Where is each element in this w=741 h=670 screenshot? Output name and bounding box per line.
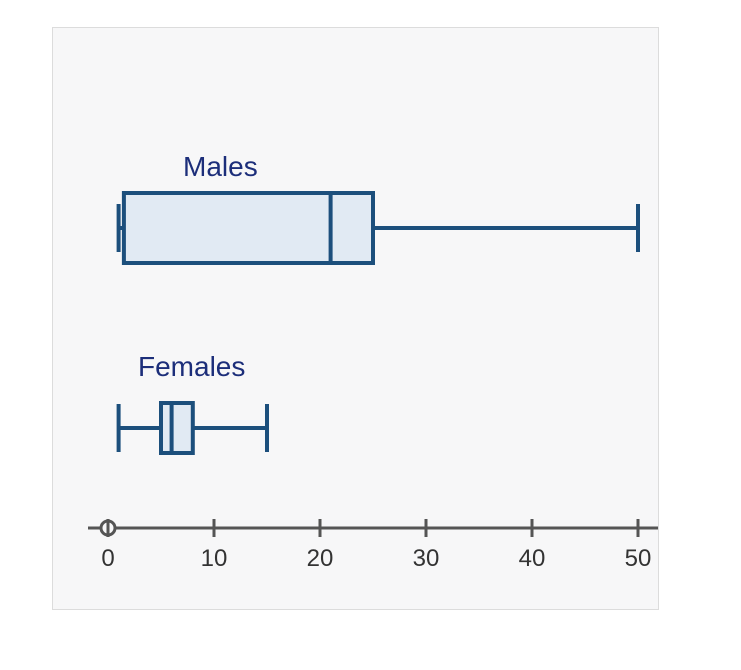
page-container: 0 10 20 30 40 50 Males Females	[0, 0, 741, 670]
x-tick-label: 0	[101, 545, 114, 572]
x-tick-label: 20	[307, 545, 334, 572]
x-tick-label: 30	[413, 545, 440, 572]
boxplot-label: Males	[183, 151, 258, 182]
box	[124, 193, 373, 263]
boxplot-label: Females	[138, 351, 245, 382]
x-tick-label: 50	[625, 545, 652, 572]
boxplot-chart: 0 10 20 30 40 50 Males Females	[53, 28, 658, 609]
box	[161, 403, 193, 453]
x-tick-label: 40	[519, 545, 546, 572]
x-tick-label: 10	[201, 545, 228, 572]
chart-panel: 0 10 20 30 40 50 Males Females	[52, 27, 659, 610]
